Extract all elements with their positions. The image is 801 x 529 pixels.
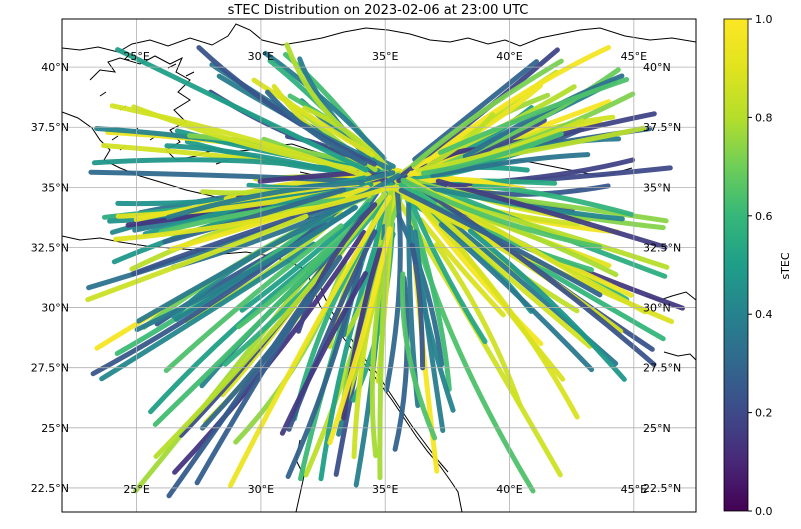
stec-arc	[327, 226, 393, 446]
lat-tick-label: 40°N	[41, 61, 69, 74]
lon-tick-label: 30°E	[248, 483, 274, 496]
lat-tick-label-right: 37.5°N	[643, 121, 681, 134]
stec-arc	[257, 170, 360, 184]
stec-arc	[410, 58, 564, 168]
stec-arc	[199, 254, 343, 431]
lat-tick-label: 27.5°N	[31, 362, 69, 375]
stec-arc	[296, 202, 378, 334]
stec-arc	[412, 229, 446, 433]
stec-arc	[416, 185, 657, 367]
gridlines	[62, 19, 696, 512]
lon-tick-label-top: 40°E	[496, 50, 522, 63]
stec-arc	[416, 118, 585, 173]
stec-arc	[384, 186, 403, 393]
colorbar-tick-label: 0.4	[755, 308, 773, 321]
lat-tick-label-right: 25°N	[643, 422, 671, 435]
map-frame	[61, 18, 697, 513]
lon-labels-top: 25°E 30°E 35°E 40°E 45°E	[123, 50, 647, 63]
stec-arc	[153, 191, 388, 459]
lat-tick-label-right: 22.5°N	[643, 482, 681, 495]
colorbar-label: sTEC	[779, 252, 792, 279]
lat-tick-label-right: 30°N	[643, 302, 671, 315]
stec-arcs	[85, 42, 685, 499]
lat-tick-label: 30°N	[41, 302, 69, 315]
stec-arc	[407, 193, 580, 420]
lon-tick-label: 35°E	[372, 483, 398, 496]
lat-tick-label-right: 35°N	[643, 181, 671, 194]
stec-arc	[450, 200, 670, 270]
stec-arc	[415, 176, 503, 189]
colorbar-tick-label: 0.0	[755, 505, 773, 518]
stec-arc	[90, 205, 343, 377]
chart-title: sTEC Distribution on 2023-02-06 at 23:00…	[228, 3, 529, 18]
lat-tick-label-right: 40°N	[643, 61, 671, 74]
stec-arc	[409, 242, 426, 371]
lat-tick-label-right: 27.5°N	[643, 362, 681, 375]
stec-arc	[284, 42, 363, 145]
stec-arc	[163, 223, 344, 373]
stec-arc	[425, 45, 612, 164]
stec-arc	[408, 199, 488, 345]
colorbar-tick-label: 0.6	[755, 210, 773, 223]
lon-tick-label-top: 45°E	[621, 50, 647, 63]
lat-tick-label: 32.5°N	[31, 241, 69, 254]
stec-arc	[377, 185, 394, 481]
stec-arc	[421, 131, 564, 176]
stec-arc	[433, 242, 523, 408]
lon-tick-label: 40°E	[496, 483, 522, 496]
colorbar-ticks: 0.0 0.2 0.4 0.6 0.8 1.0	[748, 13, 773, 518]
lon-labels-bottom: 25°E 30°E 35°E 40°E 45°E	[123, 483, 647, 496]
colorbar-tick-label: 0.8	[755, 111, 773, 124]
stec-arc	[115, 47, 369, 173]
stec-arc	[158, 196, 347, 235]
stec-arc	[430, 152, 591, 178]
lat-tick-label: 37.5°N	[31, 121, 69, 134]
map-axes: 25°E 30°E 35°E 40°E 45°E 25°E 30°E 35°E 40°E 45°…	[31, 18, 697, 513]
stec-arc	[239, 202, 371, 313]
colorbar-tick-label: 0.2	[755, 407, 773, 420]
lat-tick-label: 22.5°N	[31, 482, 69, 495]
colorbar-tick-label: 1.0	[755, 13, 773, 26]
lon-tick-label: 25°E	[123, 483, 149, 496]
stec-arc	[400, 177, 603, 250]
lon-tick-label-top: 25°E	[123, 50, 149, 63]
lon-tick-label: 45°E	[621, 483, 647, 496]
stec-arc	[162, 187, 347, 245]
stec-arc	[279, 271, 368, 436]
stec-arc	[412, 59, 539, 162]
stec-arc	[265, 89, 368, 167]
lat-tick-label-right: 32.5°N	[643, 241, 681, 254]
stec-arc	[369, 250, 388, 459]
stec-arc	[109, 103, 386, 185]
stec-arc	[435, 178, 668, 250]
lat-labels-right: 22.5°N 25°N 27.5°N 30°N 32.5°N 35°N 37.5°N 40°N	[643, 61, 681, 495]
lat-tick-label: 35°N	[41, 181, 69, 194]
stec-arc	[395, 212, 445, 367]
lon-tick-label-top: 30°E	[248, 50, 274, 63]
stec-arc	[134, 205, 357, 333]
stec-arc	[228, 194, 392, 489]
stec-arc	[113, 185, 391, 242]
colorbar: 0.0 0.2 0.4 0.6 0.8 1.0 sTEC	[723, 13, 792, 518]
stec-arc	[418, 217, 506, 318]
stec-arc	[399, 271, 438, 441]
lat-labels-left: 22.5°N 25°N 27.5°N 30°N 32.5°N 35°N 37.5°N 40°N	[31, 61, 69, 495]
stec-arc	[85, 213, 309, 303]
stec-arc	[165, 179, 365, 220]
stec-arc	[88, 169, 354, 184]
lon-tick-label-top: 35°E	[372, 50, 398, 63]
lat-tick-label: 25°N	[41, 422, 69, 435]
stec-arc	[437, 77, 630, 155]
stec-arc	[263, 50, 387, 161]
colorbar-gradient	[723, 18, 749, 512]
stec-arc	[438, 222, 595, 373]
stec-arc	[91, 157, 348, 174]
stec-arc	[196, 45, 377, 167]
stec-arc	[251, 77, 375, 158]
